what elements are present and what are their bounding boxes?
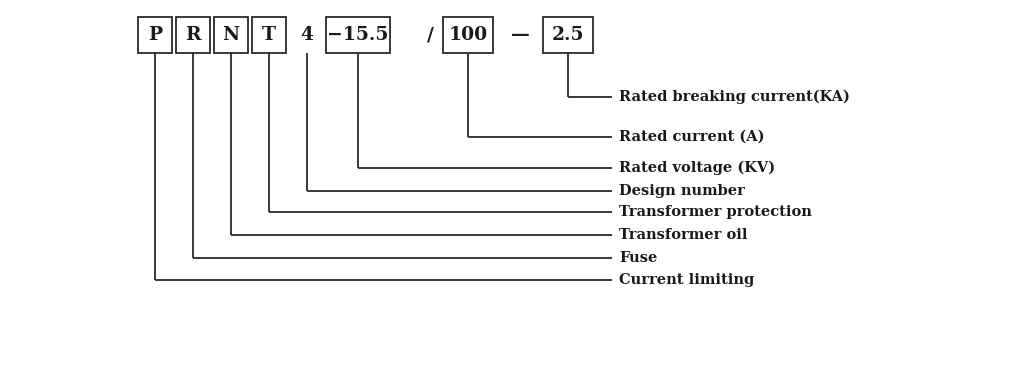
Text: 4: 4 xyxy=(301,26,314,44)
Text: /: / xyxy=(427,26,433,44)
Text: —: — xyxy=(511,26,530,44)
Text: Design number: Design number xyxy=(619,184,745,198)
Text: N: N xyxy=(222,26,239,44)
Text: Rated voltage (KV): Rated voltage (KV) xyxy=(619,161,775,175)
Text: Fuse: Fuse xyxy=(619,251,657,265)
Text: P: P xyxy=(148,26,162,44)
Text: Current limiting: Current limiting xyxy=(619,273,754,287)
Text: 2.5: 2.5 xyxy=(551,26,584,44)
Text: Transformer protection: Transformer protection xyxy=(619,205,812,219)
Text: R: R xyxy=(185,26,201,44)
Text: Rated breaking current(KA): Rated breaking current(KA) xyxy=(619,90,850,104)
Text: Transformer oil: Transformer oil xyxy=(619,228,748,242)
Text: 100: 100 xyxy=(448,26,487,44)
Text: −15.5: −15.5 xyxy=(327,26,388,44)
Text: Rated current (A): Rated current (A) xyxy=(619,130,764,144)
Text: T: T xyxy=(262,26,276,44)
